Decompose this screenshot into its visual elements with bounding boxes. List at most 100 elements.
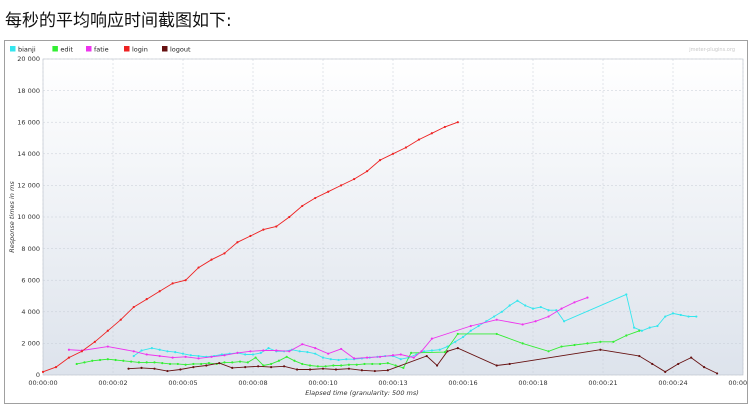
data-point-fatie — [301, 343, 304, 346]
y-tick-label: 18 000 — [17, 87, 40, 95]
data-point-logout — [508, 362, 511, 366]
data-point-logout — [192, 366, 195, 369]
x-tick-label: 00:00:08 — [238, 379, 267, 387]
x-tick-label: 00:00:02 — [98, 379, 127, 387]
x-axis-ticks: 00:00:00 00:00:02 00:00:05 00:00:08 00:00:10… — [28, 379, 747, 387]
chart-watermark: jmeter-plugins.org — [688, 47, 735, 53]
data-point-bianji — [189, 354, 192, 357]
data-point-fatie — [353, 357, 356, 360]
x-tick-label: 00:00:13 — [378, 379, 407, 387]
data-point-logout — [386, 369, 389, 372]
data-point-bianji — [524, 304, 527, 307]
data-point-fatie — [171, 356, 174, 359]
data-point-bianji — [555, 309, 558, 312]
data-point-edit — [625, 334, 628, 337]
data-point-login — [41, 370, 45, 373]
page-caption: 每秒的平均响应时间截图如下: — [5, 11, 232, 31]
y-tick-label: 12 000 — [17, 182, 40, 190]
data-point-login — [171, 282, 174, 285]
legend-swatch-bianji — [10, 46, 16, 52]
data-point-login — [288, 215, 291, 219]
data-point-edit — [153, 361, 156, 364]
data-point-bianji — [430, 349, 433, 352]
data-point-edit — [378, 362, 382, 366]
data-point-login — [443, 125, 446, 129]
data-point-edit — [130, 360, 133, 363]
x-tick-label: 00:00:05 — [168, 379, 197, 387]
y-tick-label: 10 000 — [17, 213, 40, 221]
data-point-bianji — [174, 350, 177, 354]
data-point-edit — [207, 362, 211, 365]
data-point-logout — [446, 350, 449, 353]
data-point-fatie — [132, 350, 135, 353]
x-tick-label: 00:00:21 — [588, 379, 617, 387]
data-point-edit — [316, 365, 319, 368]
data-point-bianji — [306, 350, 309, 354]
data-point-bianji — [516, 299, 519, 302]
data-point-logout — [295, 368, 299, 371]
data-point-fatie — [197, 357, 200, 360]
data-point-edit — [246, 361, 249, 364]
data-point-bianji — [259, 351, 262, 354]
data-point-fatie — [262, 349, 265, 352]
data-point-fatie — [106, 345, 109, 348]
data-point-fatie — [249, 350, 252, 353]
data-point-edit — [184, 363, 187, 366]
data-point-edit — [402, 366, 405, 369]
data-point-logout — [205, 364, 208, 367]
y-tick-label: 6 000 — [21, 276, 40, 284]
x-tick-label: 00:00:18 — [518, 379, 547, 387]
data-point-fatie — [399, 353, 402, 356]
data-point-logout — [257, 365, 260, 368]
data-point-fatie — [327, 352, 330, 355]
data-point-edit — [324, 365, 327, 368]
data-point-edit — [254, 356, 257, 359]
data-point-logout — [179, 368, 182, 371]
data-point-bianji — [633, 326, 636, 329]
series-fatie — [67, 296, 589, 360]
data-point-login — [197, 266, 200, 269]
data-point-login — [275, 225, 278, 228]
data-point-bianji — [640, 329, 643, 332]
data-point-edit — [176, 362, 179, 366]
data-point-logout — [456, 347, 459, 350]
y-axis-title: Response times in ms — [8, 181, 16, 253]
data-point-edit — [285, 355, 288, 358]
data-point-login — [249, 234, 252, 238]
y-tick-label: 20 000 — [17, 55, 40, 63]
data-point-edit — [560, 345, 563, 348]
data-point-edit — [161, 362, 164, 365]
data-point-fatie — [391, 354, 395, 357]
data-point-edit — [347, 363, 351, 366]
legend-label-logout: logout — [170, 45, 191, 53]
data-point-fatie — [378, 355, 382, 358]
data-point-logout — [308, 368, 312, 371]
data-point-bianji — [454, 340, 457, 343]
data-point-edit — [192, 362, 195, 366]
data-point-bianji — [461, 335, 465, 339]
data-point-fatie — [534, 320, 537, 323]
data-point-fatie — [586, 296, 589, 299]
data-point-fatie — [560, 307, 563, 310]
data-point-bianji — [150, 347, 153, 350]
series-logout — [127, 347, 719, 375]
y-tick-label: 16 000 — [17, 118, 40, 126]
x-tick-label: 00:00:16 — [448, 379, 477, 387]
data-point-bianji — [500, 310, 503, 313]
data-point-login — [145, 298, 148, 301]
data-point-logout — [218, 362, 221, 365]
data-point-login — [417, 138, 421, 141]
data-point-fatie — [430, 337, 433, 340]
data-point-bianji — [477, 324, 480, 328]
data-point-logout — [334, 368, 338, 371]
data-point-login — [184, 279, 187, 282]
data-point-fatie — [469, 324, 472, 328]
data-point-edit — [521, 342, 524, 345]
data-point-logout — [360, 369, 363, 372]
data-point-login — [378, 159, 382, 162]
data-point-edit — [301, 362, 304, 366]
series-line-fatie — [68, 297, 588, 359]
data-point-bianji — [563, 320, 566, 323]
data-point-bianji — [329, 358, 332, 361]
data-point-login — [132, 305, 135, 309]
